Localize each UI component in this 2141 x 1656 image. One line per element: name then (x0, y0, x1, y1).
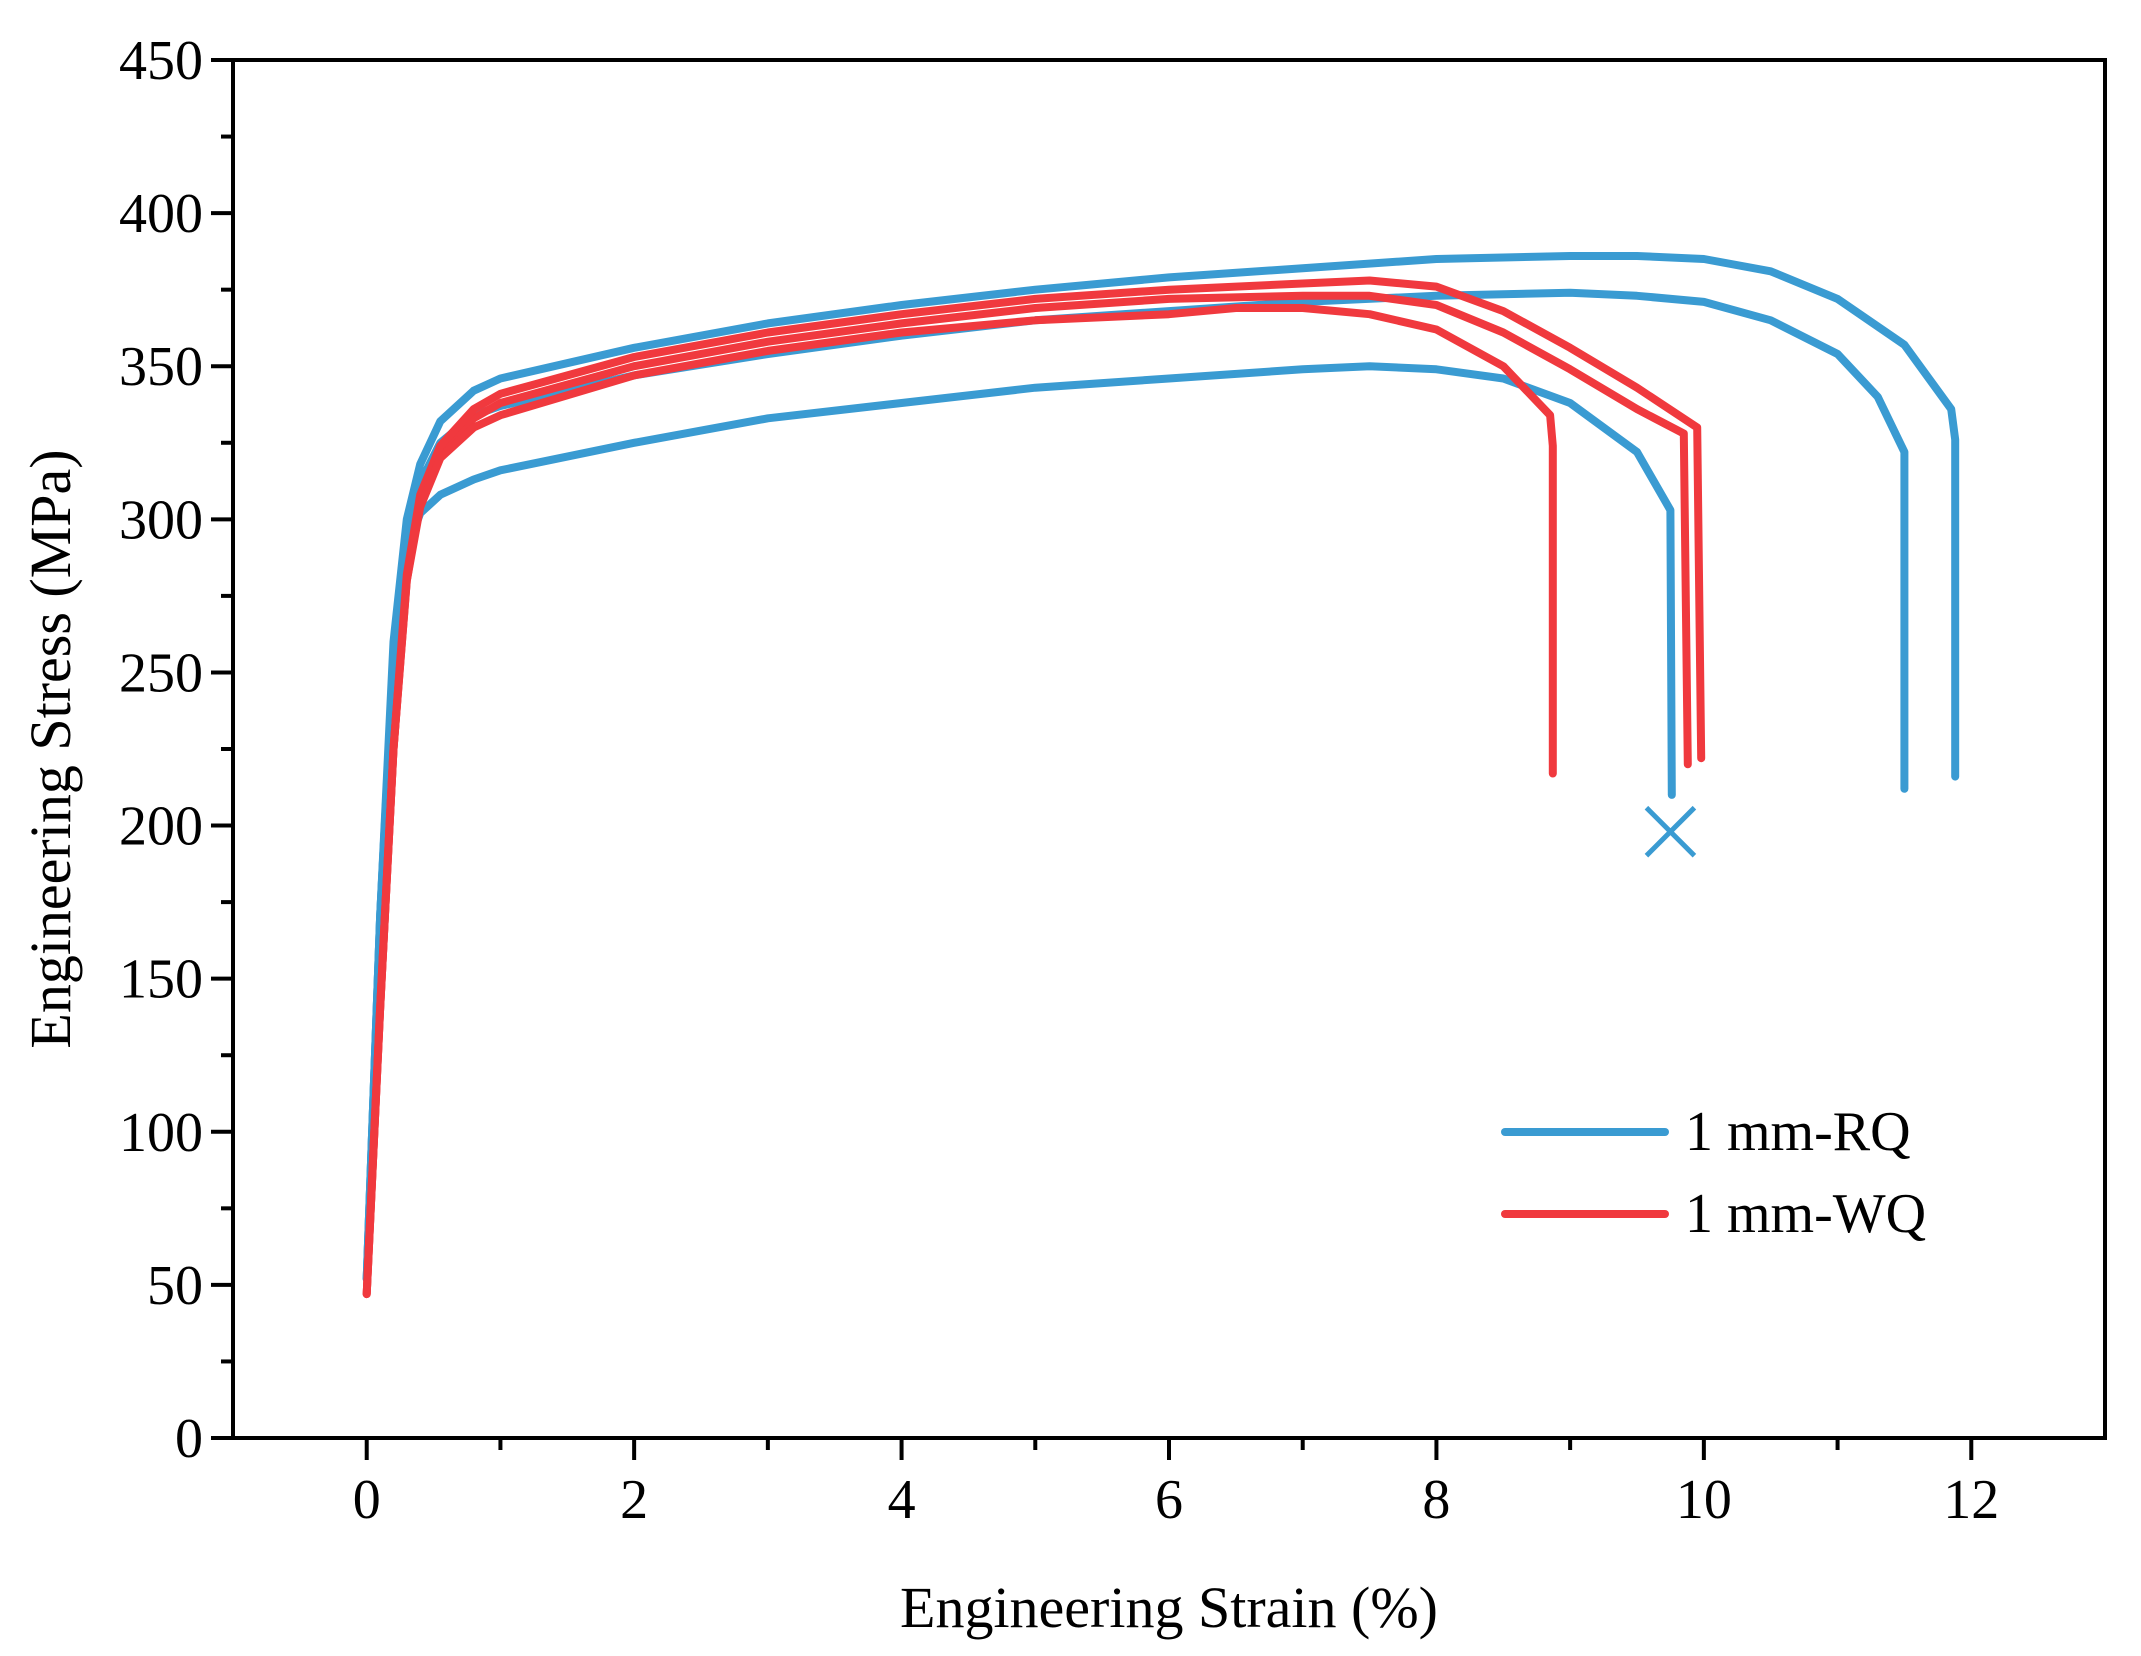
y-tick-label: 350 (119, 336, 203, 398)
y-tick-label: 250 (119, 642, 203, 704)
x-tick-label: 8 (1422, 1469, 1450, 1531)
y-axis-title: Engineering Stress (MPa) (18, 449, 83, 1048)
x-axis: 0 2 4 6 8 10 12 (353, 1438, 1999, 1531)
x-marker-stroke (1644, 805, 1697, 858)
legend: 1 mm-RQ 1 mm-WQ (1501, 1101, 1926, 1245)
x-tick-label: 0 (353, 1469, 381, 1531)
series-layer (362, 252, 1960, 1299)
legend-label-wq: 1 mm-WQ (1685, 1183, 1926, 1245)
series-line-wq-5 (362, 276, 1706, 1299)
y-tick-label: 400 (119, 183, 203, 245)
x-tick-label: 12 (1943, 1469, 1999, 1531)
series-line-wq-6 (362, 304, 1557, 1299)
legend-label-rq: 1 mm-RQ (1685, 1101, 1911, 1163)
x-axis-title: Engineering Strain (%) (900, 1575, 1438, 1640)
x-tick-label: 4 (888, 1469, 916, 1531)
series-line-rq-3 (362, 362, 1676, 1283)
x-tick-label: 6 (1155, 1469, 1183, 1531)
y-tick-label: 0 (175, 1408, 203, 1470)
series-line-rq-1 (362, 252, 1960, 1283)
series-line-wq-4 (362, 291, 1692, 1299)
x-tick-label: 10 (1676, 1469, 1732, 1531)
y-tick-label: 300 (119, 489, 203, 551)
annotation-layer (1644, 805, 1697, 858)
y-tick-label: 150 (119, 949, 203, 1011)
y-tick-label: 450 (119, 30, 203, 92)
y-tick-label: 50 (147, 1255, 203, 1317)
fracture-x-marker (1644, 805, 1697, 858)
y-tick-label: 200 (119, 796, 203, 858)
x-tick-label: 2 (620, 1469, 648, 1531)
y-axis: 0 50 100 150 200 250 300 350 400 450 (119, 30, 233, 1470)
y-tick-label: 100 (119, 1102, 203, 1164)
